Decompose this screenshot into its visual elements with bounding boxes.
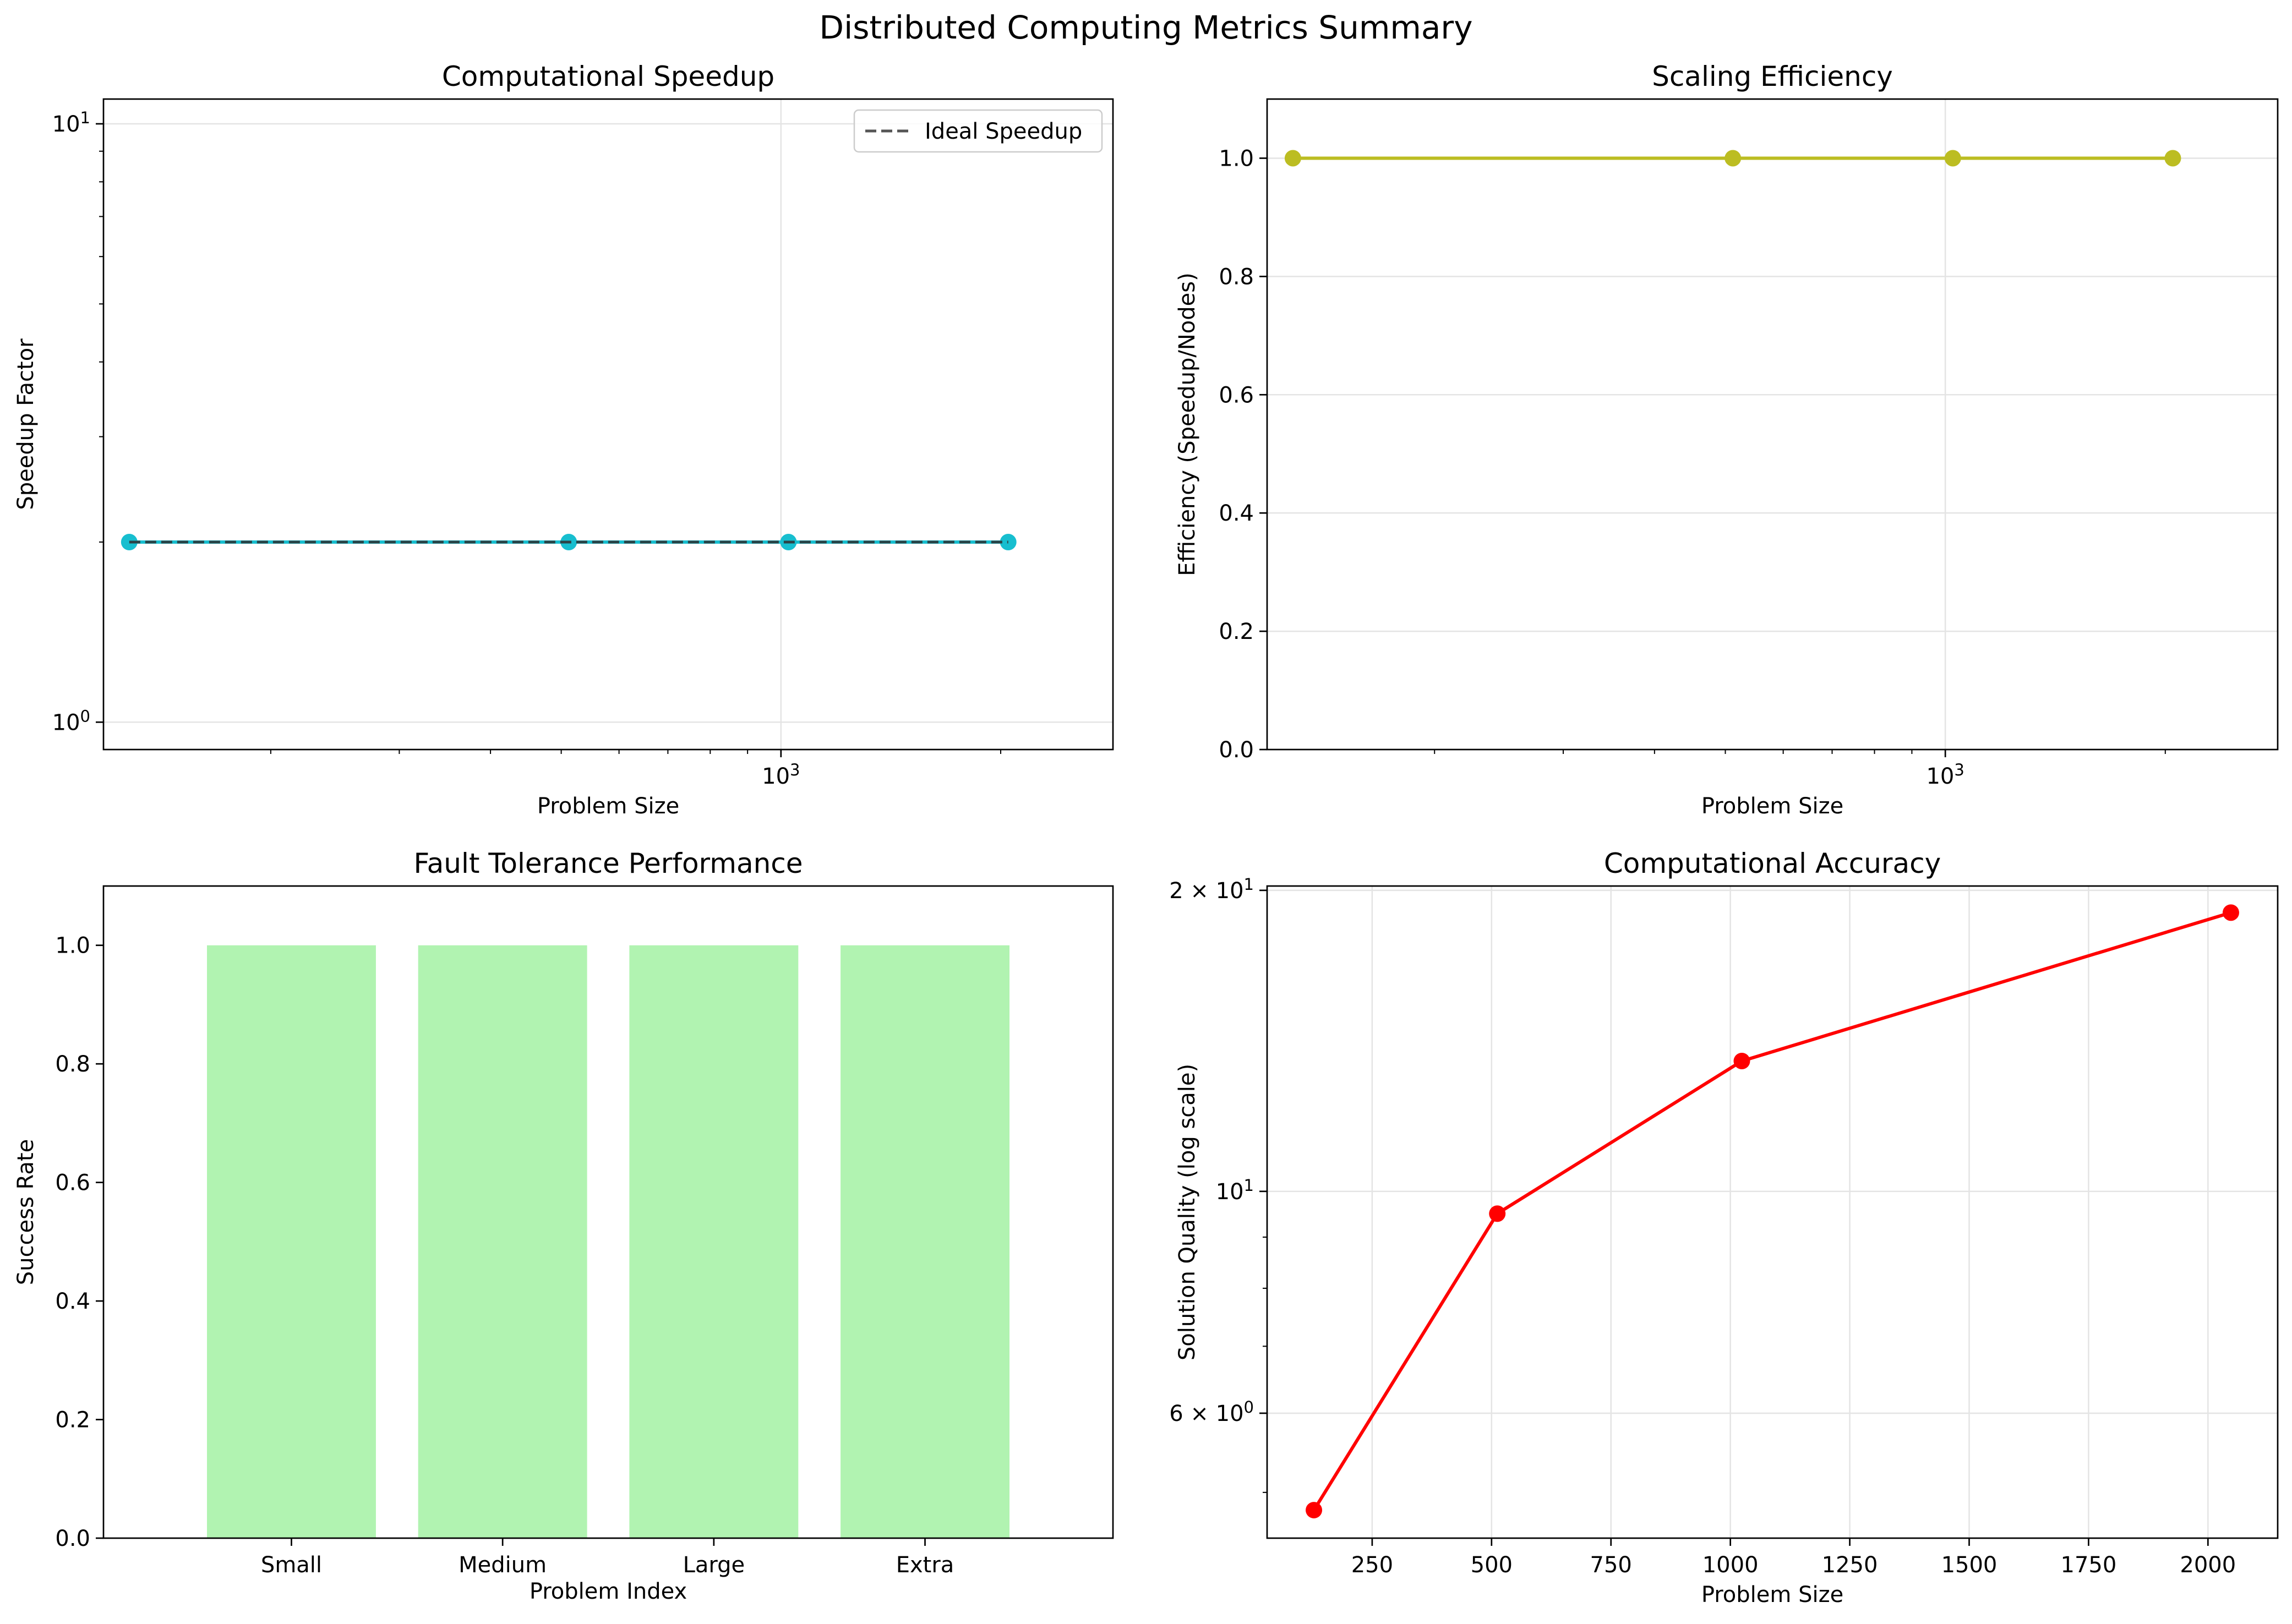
y-tick-label: 0.0: [55, 1526, 90, 1551]
y-tick-label: 2 × 101: [1169, 875, 1254, 904]
x-axis-label: Problem Size: [537, 794, 679, 819]
x-tick-label: 1000: [1702, 1552, 1759, 1578]
data-point: [1489, 1205, 1506, 1222]
x-tick-label: 750: [1590, 1552, 1632, 1578]
y-tick-label: 101: [1216, 1176, 1254, 1205]
y-tick-label: 0.6: [55, 1171, 90, 1196]
x-axis-label: Problem Size: [1701, 794, 1843, 819]
data-point: [1306, 1502, 1323, 1519]
x-tick-label: Medium: [459, 1552, 547, 1578]
y-tick-label: 1.0: [1219, 146, 1254, 171]
y-tick-label: 0.8: [55, 1052, 90, 1077]
y-axis-label: Speedup Factor: [13, 338, 39, 510]
x-tick-label: 103: [762, 761, 800, 789]
data-point: [2164, 150, 2181, 167]
axes-frame: [102, 98, 1114, 751]
x-tick-label: 103: [1926, 761, 1964, 789]
x-tick-label: 500: [1471, 1552, 1513, 1578]
chart-panel-1: 103 100 101 Computational Speedup Problem Si…: [13, 61, 1114, 819]
x-tick-label: Large: [683, 1552, 745, 1578]
chart-panel-2: 103 0.0 0.2 0.4 0.6 0.8 1.0 Scaling Efficiency P…: [1175, 61, 2279, 819]
x-tick-label: 1500: [1941, 1552, 1998, 1578]
y-tick-label: 1.0: [55, 933, 90, 959]
y-axis: 0.0 0.2 0.4 0.6 0.8 1.0: [55, 933, 103, 1551]
x-axis: 250 500 750 1000 1250 1500 1750 2000: [1351, 1538, 2236, 1578]
x-axis: Small Medium Large Extra: [261, 1538, 954, 1578]
grid: [1267, 886, 2278, 1538]
bar-medium: [418, 945, 587, 1538]
y-axis-label: Success Rate: [13, 1139, 39, 1285]
y-tick-label: 0.2: [1219, 619, 1254, 644]
data-point: [1725, 150, 1742, 167]
series-line-1: [1312, 911, 2231, 1511]
x-axis-label: Problem Index: [530, 1579, 687, 1604]
figure-suptitle: Distributed Computing Metrics Summary: [819, 9, 1472, 46]
y-tick-label: 0.4: [1219, 501, 1254, 526]
x-tick-label: 250: [1351, 1552, 1393, 1578]
y-axis: 0.0 0.2 0.4 0.6 0.8 1.0: [1219, 146, 1267, 763]
x-tick-label: 1250: [1822, 1552, 1878, 1578]
y-tick-label: 0.8: [1219, 264, 1254, 289]
x-axis: 103: [270, 750, 1002, 789]
chart-panel-4: 250 500 750 1000 1250 1500 1750 2000 6 × 100 101 2…: [1169, 847, 2279, 1607]
bar-extra: [841, 945, 1009, 1538]
y-tick-label: 0.6: [1219, 382, 1254, 408]
chart-title: Scaling Efficiency: [1652, 61, 1893, 92]
chart-panel-3: Small Medium Large Extra 0.0 0.2 0.4 0.6 0.8 1.0 F…: [13, 847, 1114, 1604]
axes-frame: [102, 885, 1114, 1539]
grid: [1267, 99, 2278, 751]
y-tick-label: 0.4: [55, 1289, 90, 1314]
axes-frame: [1266, 885, 2279, 1539]
y-axis: 100 101: [52, 108, 103, 735]
data-point: [1284, 150, 1301, 167]
x-axis-label: Problem Size: [1701, 1582, 1843, 1607]
y-axis-label: Efficiency (Speedup/Nodes): [1175, 272, 1200, 576]
chart-title: Computational Accuracy: [1604, 847, 1941, 879]
chart-title: Computational Speedup: [442, 61, 774, 92]
y-tick-label: 0.0: [1219, 737, 1254, 763]
y-axis: 6 × 100 101 2 × 101: [1169, 875, 1267, 1493]
bar-large: [629, 945, 799, 1538]
legend-box: [853, 109, 1103, 153]
chart-title: Fault Tolerance Performance: [413, 847, 803, 879]
data-point: [2222, 904, 2239, 921]
x-tick-label: 2000: [2180, 1552, 2236, 1578]
y-axis-label: Solution Quality (log scale): [1175, 1064, 1200, 1360]
x-axis: 103: [1434, 750, 2166, 789]
y-tick-label: 6 × 100: [1169, 1398, 1254, 1426]
x-tick-label: Extra: [896, 1552, 954, 1578]
grid: [103, 99, 1113, 750]
chart-panels: 103 100 101 Computational Speedup Problem Si…: [13, 61, 2279, 1607]
axes-frame: [1266, 98, 2279, 751]
y-tick-label: 101: [52, 108, 90, 137]
y-tick-label: 100: [52, 707, 90, 735]
data-point: [1733, 1053, 1750, 1070]
x-tick-label: 1750: [2061, 1552, 2117, 1578]
data-point: [1944, 150, 1961, 167]
x-tick-label: Small: [261, 1552, 322, 1578]
bar-small: [207, 945, 376, 1538]
y-tick-label: 0.2: [55, 1408, 90, 1433]
legend-entry: Ideal Speedup: [925, 119, 1082, 144]
legend: Ideal Speedup: [853, 109, 1103, 153]
